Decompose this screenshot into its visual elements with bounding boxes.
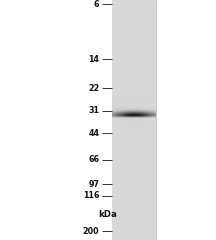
Text: 97: 97 (88, 180, 99, 189)
Text: 116: 116 (83, 192, 99, 200)
Bar (112, 0, 156, 240)
Text: 200: 200 (83, 227, 99, 236)
Text: 6: 6 (94, 0, 99, 9)
Text: 66: 66 (88, 155, 99, 164)
Text: kDa: kDa (99, 210, 117, 219)
Text: 22: 22 (88, 84, 99, 93)
Text: 31: 31 (88, 106, 99, 115)
Text: 44: 44 (88, 129, 99, 138)
Text: 14: 14 (88, 55, 99, 64)
